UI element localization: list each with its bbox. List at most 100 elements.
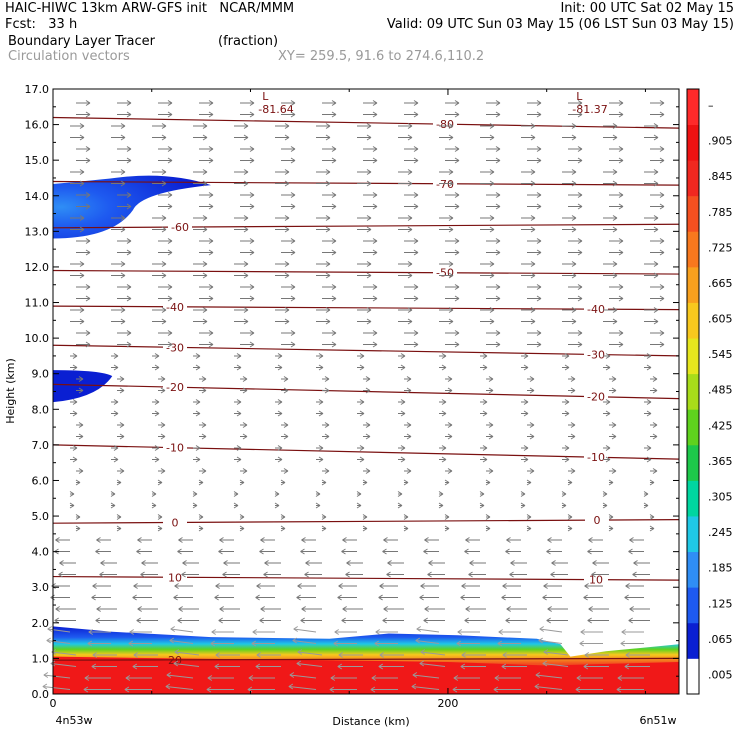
wind-vector-head bbox=[441, 399, 447, 403]
wind-vector-head bbox=[413, 295, 419, 299]
wind-vector-head bbox=[151, 491, 157, 495]
wind-vector-head bbox=[79, 226, 85, 230]
wind-vector-head bbox=[653, 215, 659, 219]
contour-label: 0 bbox=[594, 514, 601, 527]
wind-vector-head bbox=[571, 180, 577, 184]
wind-vector-head bbox=[571, 125, 577, 129]
wind-vector-head bbox=[571, 215, 577, 219]
wind-vector-head bbox=[605, 355, 611, 359]
wind-vector-head bbox=[315, 493, 321, 497]
wind-vector-head bbox=[72, 445, 78, 449]
wind-vector-head bbox=[419, 660, 425, 664]
wind-vector-head bbox=[587, 551, 592, 555]
wind-vector-head bbox=[571, 318, 577, 322]
wind-vector-head bbox=[297, 651, 303, 655]
wind-vector-head bbox=[85, 114, 91, 118]
wind-vector-head bbox=[583, 666, 589, 670]
wind-vector-head bbox=[403, 479, 409, 483]
wind-vector-head bbox=[243, 217, 249, 221]
wind-vector-head bbox=[136, 551, 141, 555]
wind-vector-head bbox=[126, 284, 132, 288]
wind-vector-head bbox=[167, 194, 173, 198]
wind-vector-head bbox=[236, 456, 242, 460]
wind-vector-head bbox=[448, 309, 454, 313]
wind-vector-head bbox=[448, 125, 454, 129]
wind-vector-head bbox=[173, 594, 178, 598]
wind-vector-head bbox=[536, 206, 542, 210]
wind-vector-head bbox=[325, 134, 331, 138]
wind-vector-head bbox=[365, 424, 371, 428]
wind-vector-head bbox=[331, 252, 337, 256]
wind-vector-head bbox=[305, 560, 310, 564]
wind-vector-head bbox=[577, 341, 583, 345]
wind-vector-head bbox=[260, 608, 265, 612]
wind-vector-head bbox=[482, 445, 488, 449]
wind-vector-head bbox=[79, 125, 85, 129]
wind-vector-head bbox=[208, 284, 214, 288]
wind-vector-head bbox=[274, 505, 280, 509]
header-title: HAIC-HIWC 13km ARW-GFS init NCAR/MMM bbox=[5, 1, 295, 16]
wind-vector-head bbox=[99, 574, 104, 578]
wind-vector-head bbox=[79, 318, 85, 322]
wind-vector-head bbox=[116, 525, 122, 529]
contour-label: -30 bbox=[166, 341, 184, 354]
wind-vector-head bbox=[290, 240, 296, 244]
wind-vector-head bbox=[407, 169, 413, 173]
wind-vector-head bbox=[495, 344, 501, 348]
wind-vector-head bbox=[659, 286, 665, 290]
wind-vector-head bbox=[406, 378, 412, 382]
wind-vector-head bbox=[75, 482, 81, 486]
wind-vector-head bbox=[208, 100, 214, 104]
wind-vector-head bbox=[239, 479, 245, 483]
wind-vector-head bbox=[495, 114, 501, 118]
wind-vector-head bbox=[628, 620, 633, 624]
wind-vector-head bbox=[419, 594, 424, 598]
wind-vector-head bbox=[502, 585, 507, 589]
wind-vector-head bbox=[337, 666, 343, 670]
wind-vector-head bbox=[618, 111, 624, 115]
wind-vector-head bbox=[489, 272, 495, 276]
wind-vector-head bbox=[243, 134, 249, 138]
wind-vector-head bbox=[345, 571, 350, 575]
wind-vector-head bbox=[126, 286, 132, 290]
wind-vector-head bbox=[132, 666, 138, 670]
colorbar-swatch bbox=[687, 231, 699, 268]
wind-vector-head bbox=[653, 183, 659, 187]
contour-label: -40 bbox=[166, 301, 184, 314]
wind-vector-head bbox=[202, 217, 208, 221]
wind-vector-head bbox=[441, 355, 447, 359]
wind-vector-head bbox=[570, 422, 576, 426]
wind-vector-head bbox=[495, 157, 501, 161]
wind-vector-head bbox=[280, 482, 286, 486]
wind-vector-head bbox=[293, 626, 298, 630]
wind-vector-head bbox=[571, 272, 577, 276]
wind-vector-head bbox=[321, 479, 327, 483]
wind-vector-head bbox=[305, 562, 310, 566]
wind-vector-head bbox=[611, 424, 617, 428]
wind-vector-head bbox=[120, 183, 126, 187]
wind-vector-head bbox=[239, 516, 245, 520]
wind-vector-head bbox=[325, 309, 331, 313]
wind-vector-head bbox=[366, 169, 372, 173]
wind-vector-head bbox=[318, 447, 324, 451]
wind-vector-head bbox=[248, 677, 254, 681]
colorbar-label: .605 bbox=[708, 313, 733, 326]
wind-vector-head bbox=[284, 307, 290, 311]
wind-vector-head bbox=[283, 422, 289, 426]
contour-label-bg bbox=[433, 266, 457, 278]
wind-vector-head bbox=[100, 562, 105, 566]
wind-vector-head bbox=[85, 148, 91, 152]
wind-vector-head bbox=[485, 525, 491, 529]
wind-vector bbox=[292, 640, 317, 644]
wind-vector-head bbox=[92, 652, 98, 656]
wind-vector-head bbox=[571, 321, 577, 325]
wind-vector-head bbox=[618, 286, 624, 290]
wind-vector-head bbox=[356, 491, 362, 495]
wind-vector-head bbox=[331, 298, 337, 302]
wind-vector-head bbox=[530, 261, 536, 265]
wind-vector-head bbox=[379, 654, 385, 658]
wind-vector-head bbox=[366, 229, 372, 233]
wind-vector-head bbox=[447, 422, 453, 426]
wind-vector-head bbox=[174, 583, 179, 587]
wind-vector-head bbox=[461, 652, 467, 656]
